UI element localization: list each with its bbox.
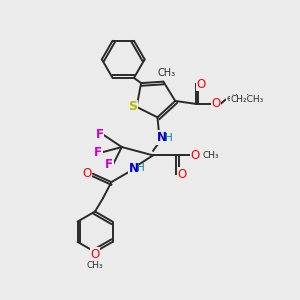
- Text: S: S: [129, 100, 138, 113]
- Text: N: N: [157, 131, 166, 144]
- Text: O: O: [178, 168, 187, 181]
- Text: CH₂CH₃: CH₂CH₃: [230, 95, 263, 104]
- Text: ethyl: ethyl: [227, 94, 250, 103]
- Text: O: O: [190, 149, 200, 162]
- Text: O: O: [82, 167, 91, 180]
- Text: O: O: [212, 98, 221, 110]
- Text: F: F: [94, 146, 102, 159]
- Text: F: F: [105, 158, 113, 171]
- Text: H: H: [137, 164, 145, 173]
- Text: CH₃: CH₃: [203, 151, 220, 160]
- Text: N: N: [129, 162, 139, 175]
- Text: O: O: [90, 248, 100, 260]
- Text: F: F: [95, 128, 104, 141]
- Text: CH₃: CH₃: [87, 261, 103, 270]
- Text: O: O: [196, 77, 206, 91]
- Text: CH₃: CH₃: [157, 68, 176, 78]
- Text: H: H: [165, 133, 172, 142]
